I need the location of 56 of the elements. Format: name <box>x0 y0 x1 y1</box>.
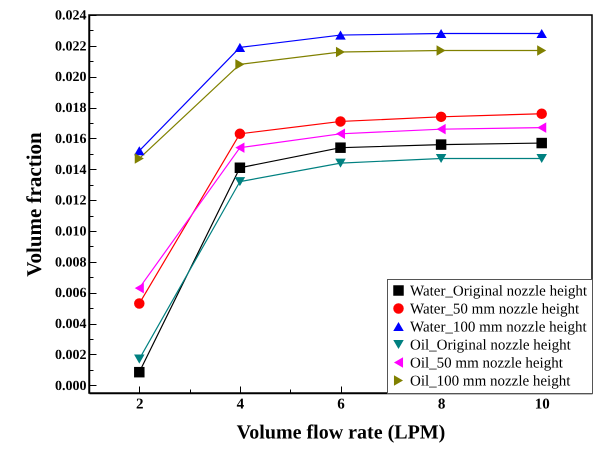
y-tick-label: 0.016 <box>55 132 86 147</box>
point <box>234 42 246 52</box>
y-tick-label: 0.002 <box>55 348 86 363</box>
y-tick-label: 0.004 <box>55 317 86 332</box>
y-tick-label: 0.014 <box>55 162 86 178</box>
point <box>335 142 346 153</box>
x-axis-title: Volume flow rate (LPM) <box>236 422 446 444</box>
legend-label: Oil_Original nozzle height <box>410 338 572 354</box>
y-tick-label: 0.000 <box>55 378 86 394</box>
point <box>335 30 346 40</box>
point <box>436 28 446 38</box>
point <box>234 162 246 173</box>
legend-label: Water_50 mm nozzle height <box>410 302 580 318</box>
point <box>335 158 346 168</box>
y-tick-label: 0.020 <box>55 70 86 86</box>
point <box>436 124 446 134</box>
point <box>436 139 446 150</box>
point <box>536 154 547 164</box>
point <box>134 153 144 164</box>
point <box>234 128 246 140</box>
point <box>436 45 446 56</box>
legend-label: Oil_50 mm nozzle height <box>410 356 564 372</box>
point <box>336 46 346 58</box>
point <box>134 366 145 378</box>
point <box>436 112 446 122</box>
point <box>134 298 145 309</box>
y-tick-label: 0.024 <box>55 8 86 24</box>
point <box>335 116 346 127</box>
point <box>235 59 244 70</box>
legend-label: Water_Original nozzle height <box>410 284 588 300</box>
legend-label: Oil_100 mm nozzle height <box>410 374 572 390</box>
y-tick-label: 0.018 <box>55 101 86 116</box>
point <box>134 282 144 294</box>
legend-label: Water_100 mm nozzle height <box>410 320 588 336</box>
point <box>536 108 547 119</box>
point <box>537 122 546 133</box>
y-tick-label: 0.022 <box>55 39 86 54</box>
point <box>134 354 145 364</box>
x-tick-label: 4 <box>236 396 245 412</box>
y-tick-label: 0.012 <box>55 194 86 209</box>
y-tick-label: 0.006 <box>55 286 86 302</box>
y-axis-title: Volume fraction <box>22 132 46 277</box>
point <box>436 154 446 164</box>
point <box>134 146 145 156</box>
y-tick-label: 0.010 <box>55 224 86 240</box>
point <box>234 177 246 186</box>
point <box>336 128 346 140</box>
y-tick-label: 0.008 <box>55 255 86 270</box>
x-tick-label: 8 <box>438 396 446 412</box>
x-tick-label: 10 <box>534 396 550 412</box>
point <box>537 45 546 56</box>
point <box>235 142 244 153</box>
x-tick-label: 6 <box>337 396 346 412</box>
point <box>536 138 547 148</box>
x-tick-label: 2 <box>136 396 144 412</box>
point <box>536 28 547 38</box>
